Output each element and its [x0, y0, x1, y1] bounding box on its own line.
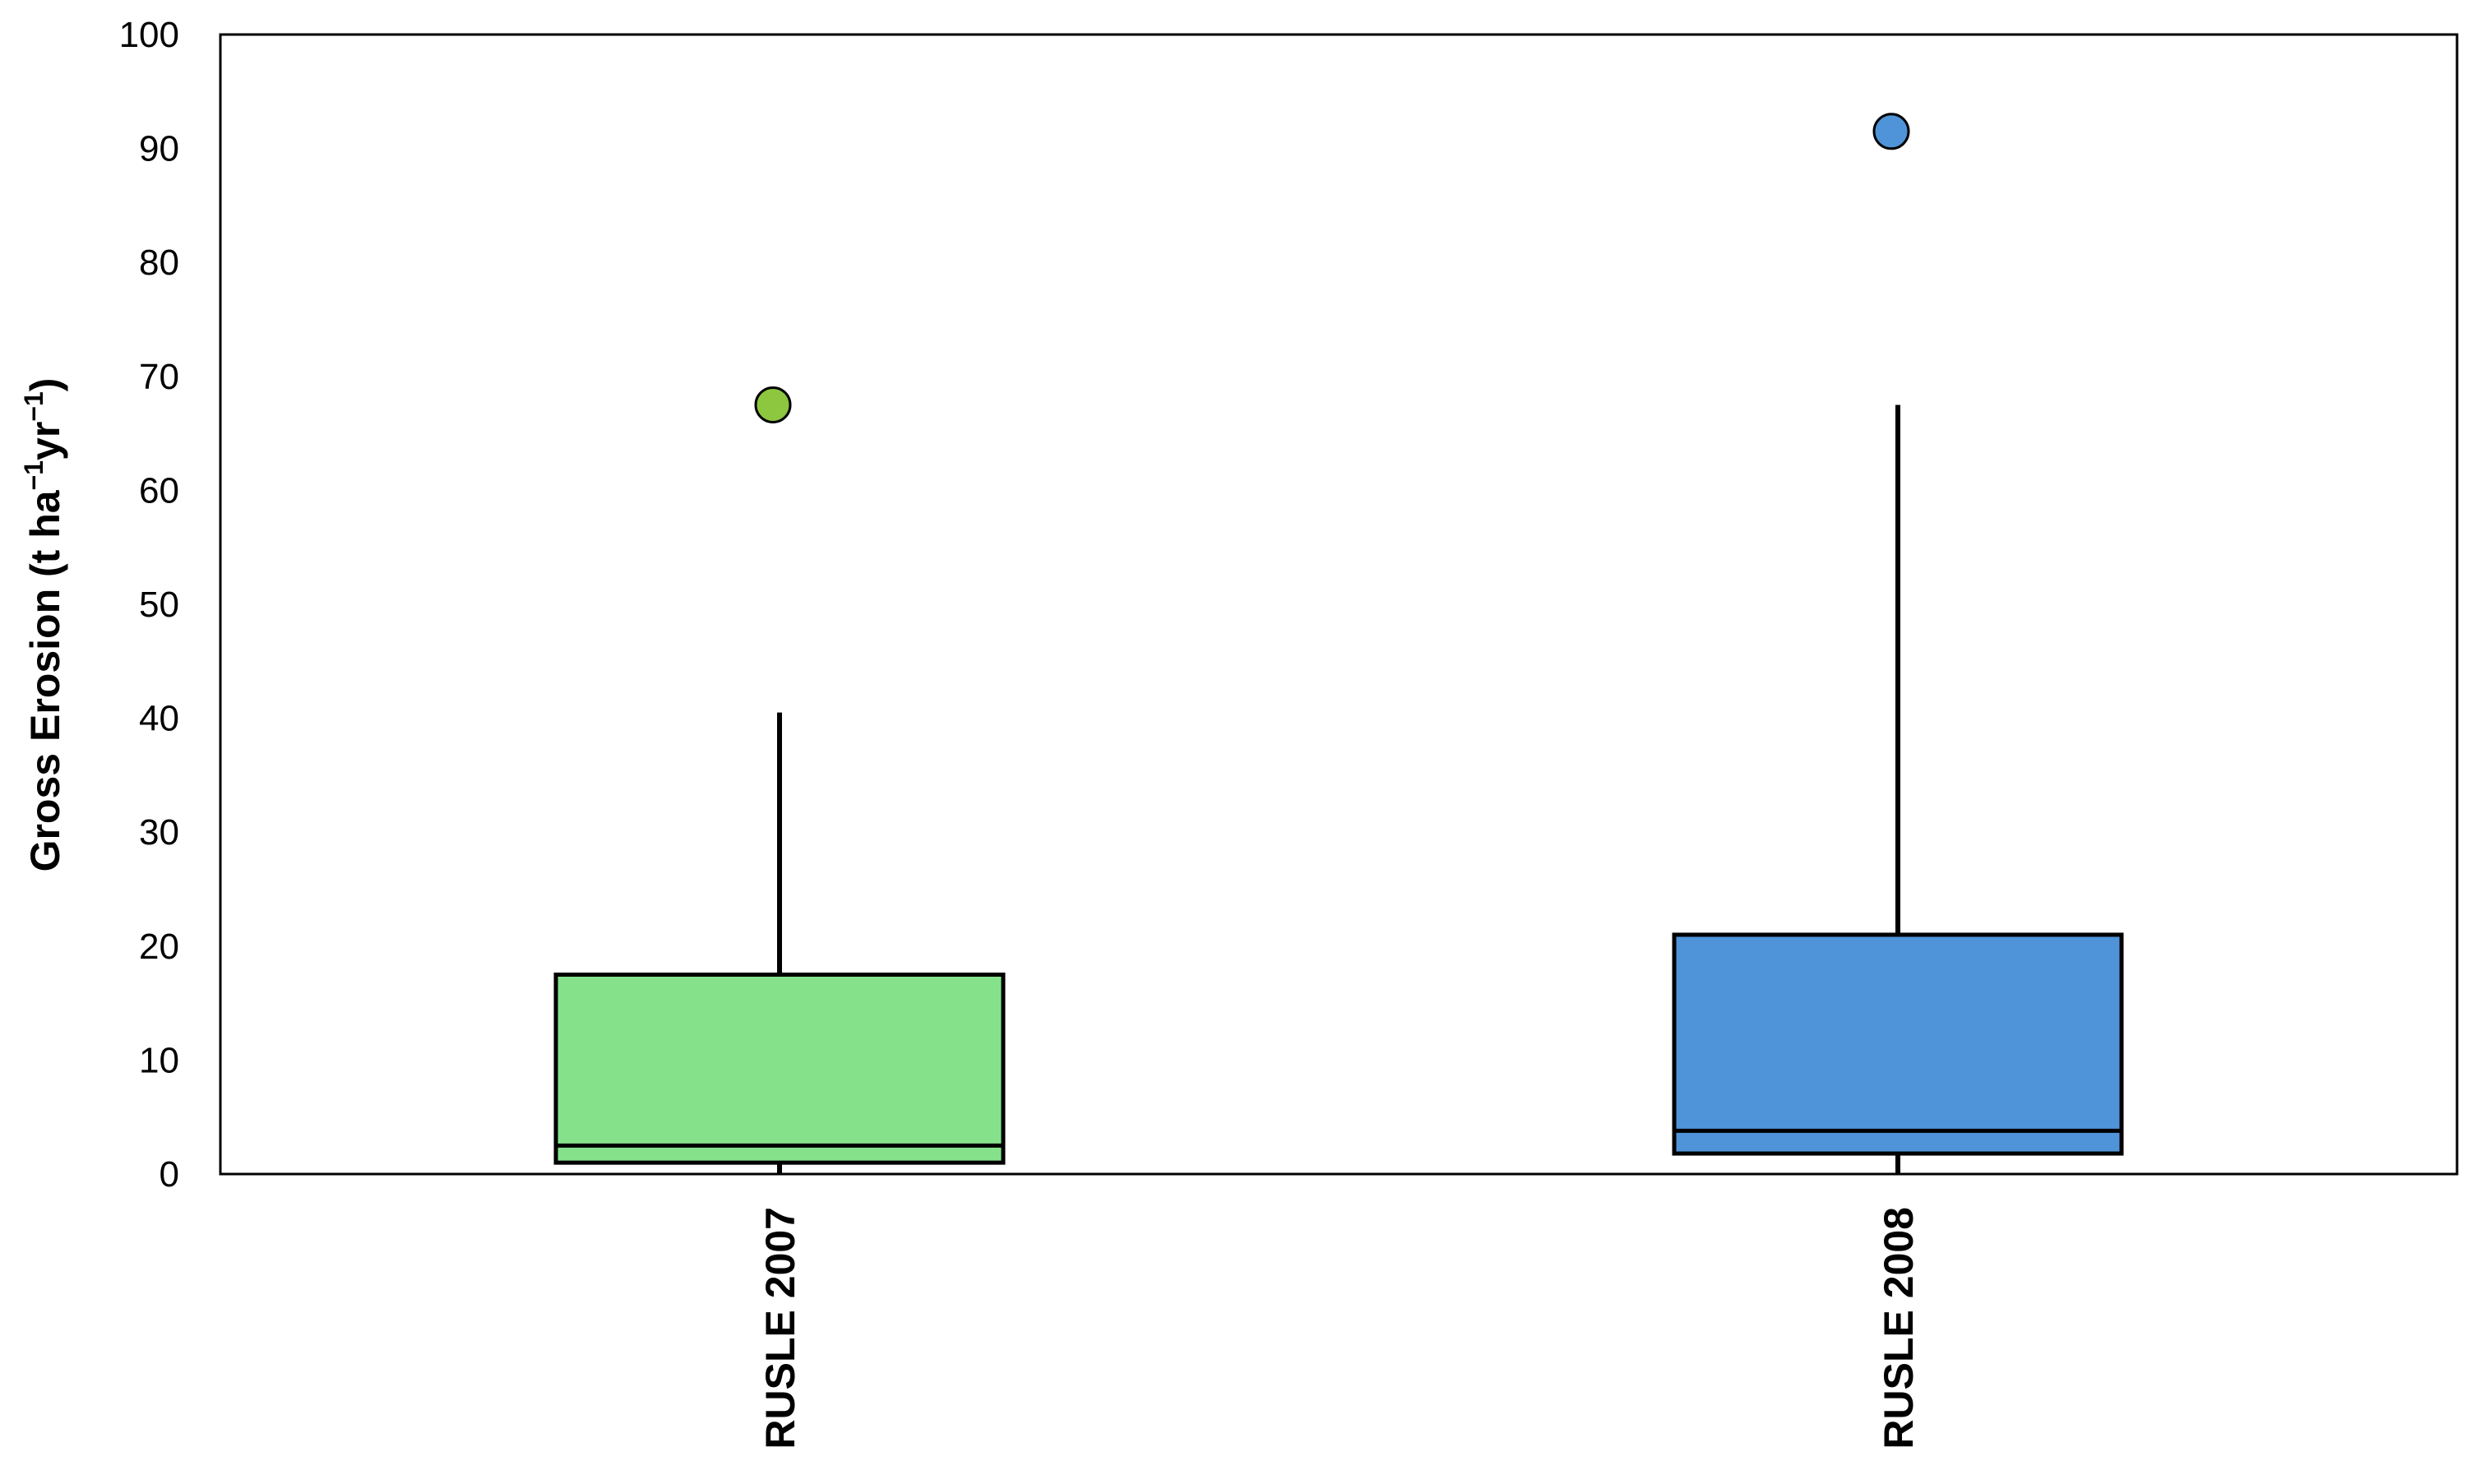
y-tick-label: 90: [139, 129, 179, 169]
y-axis-title-part-1: Gross Erosion (t ha: [22, 489, 68, 871]
y-tick-label: 60: [139, 470, 179, 511]
y-tick-label: 20: [139, 927, 179, 967]
plot-area-frame: [219, 33, 2459, 1176]
x-category-label: RUSLE 2007: [757, 1207, 803, 1449]
box-iqr: [553, 972, 1006, 1165]
y-axis-title-part-3: ): [22, 378, 68, 392]
x-category-label: RUSLE 2008: [1876, 1207, 1922, 1449]
y-tick-label: 10: [139, 1040, 179, 1080]
y-axis-title-sup-2: −1: [19, 391, 49, 421]
x-axis-category-labels: RUSLE 2007 RUSLE 2008: [757, 1207, 1922, 1449]
y-tick-label: 70: [139, 357, 179, 397]
y-tick-label: 40: [139, 699, 179, 739]
y-axis-title: Gross Erosion (t ha−1yr−1): [19, 378, 68, 872]
y-tick-label: 0: [160, 1154, 179, 1195]
box-iqr: [1672, 932, 2124, 1156]
box-series: [553, 113, 2124, 1174]
y-tick-label: 30: [139, 812, 179, 853]
y-axis-ticks: 0 10 20 30 40 50 60 70 80 90 100: [119, 15, 179, 1195]
y-axis-title-sup-1: −1: [19, 460, 49, 490]
y-tick-label: 100: [119, 15, 179, 55]
y-axis-title-part-2: yr: [22, 422, 68, 460]
y-tick-label: 50: [139, 585, 179, 625]
outlier-point: [1872, 113, 1910, 150]
y-tick-label: 80: [139, 243, 179, 283]
outlier-point: [754, 386, 792, 423]
